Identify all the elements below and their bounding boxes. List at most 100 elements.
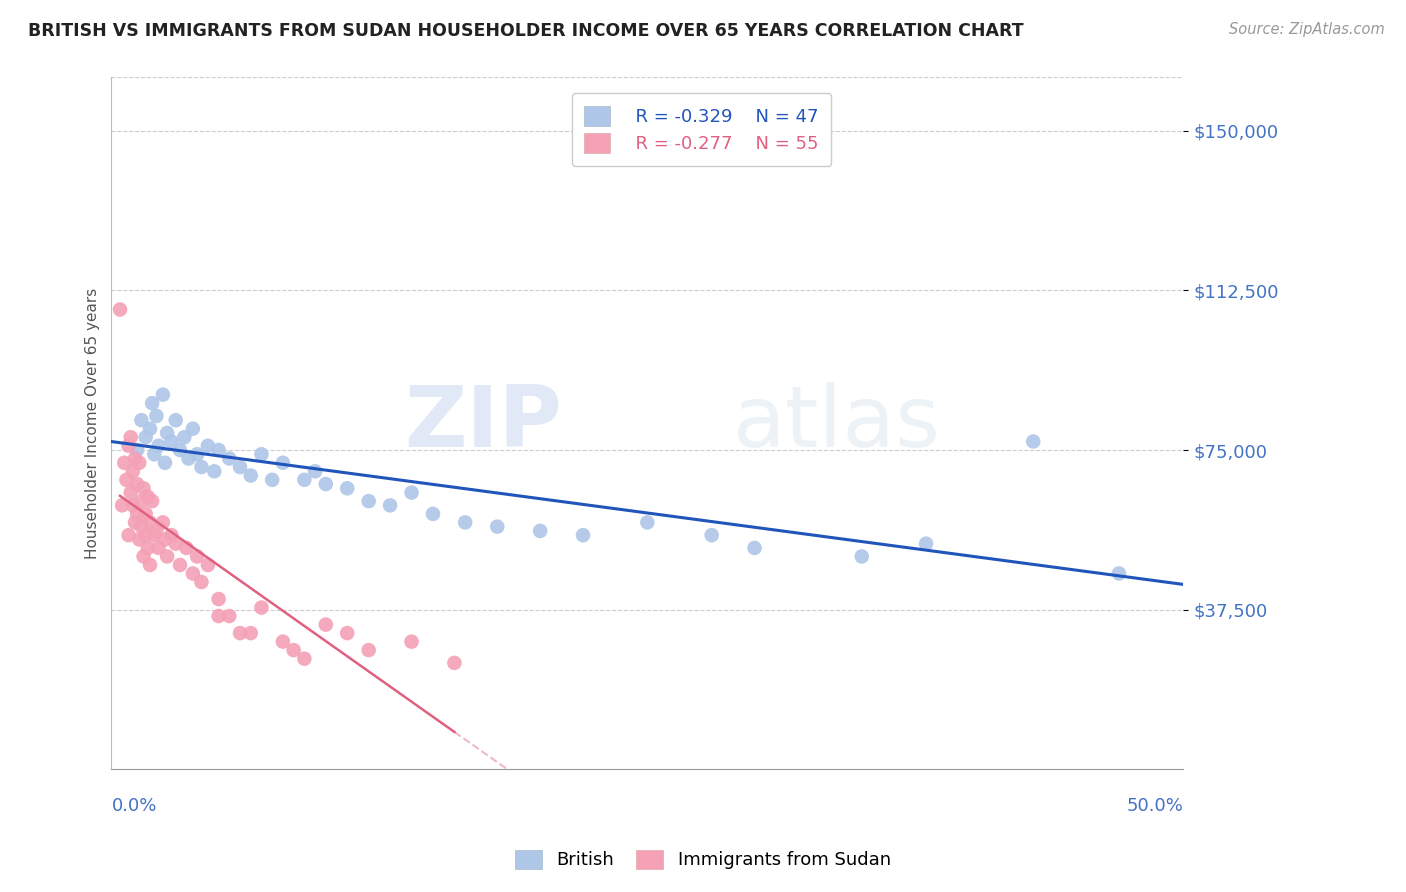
Point — [139, 516, 162, 530]
Text: 0.0%: 0.0% — [111, 797, 157, 815]
Point — [124, 451, 146, 466]
Point — [239, 626, 262, 640]
Point — [127, 477, 149, 491]
Point — [153, 456, 176, 470]
Text: ZIP: ZIP — [404, 382, 561, 465]
Point — [131, 494, 153, 508]
Point — [207, 442, 229, 457]
Point — [152, 516, 174, 530]
Point — [176, 541, 198, 555]
Text: Source: ZipAtlas.com: Source: ZipAtlas.com — [1229, 22, 1385, 37]
Point — [173, 430, 195, 444]
Point — [357, 494, 380, 508]
Legend: British, Immigrants from Sudan: British, Immigrants from Sudan — [506, 841, 900, 879]
Point — [636, 516, 658, 530]
Point — [422, 507, 444, 521]
Point — [111, 499, 134, 513]
Point — [124, 516, 146, 530]
Point — [132, 549, 155, 564]
Text: BRITISH VS IMMIGRANTS FROM SUDAN HOUSEHOLDER INCOME OVER 65 YEARS CORRELATION CH: BRITISH VS IMMIGRANTS FROM SUDAN HOUSEHO… — [28, 22, 1024, 40]
Point — [181, 566, 204, 581]
Point — [131, 413, 153, 427]
Y-axis label: Householder Income Over 65 years: Householder Income Over 65 years — [86, 288, 100, 559]
Point — [135, 528, 157, 542]
Point — [218, 451, 240, 466]
Point — [292, 473, 315, 487]
Point — [135, 507, 157, 521]
Point — [851, 549, 873, 564]
Point — [315, 477, 337, 491]
Point — [139, 422, 162, 436]
Point — [239, 468, 262, 483]
Point — [207, 592, 229, 607]
Point — [117, 528, 139, 542]
Legend:   R = -0.329    N = 47,   R = -0.277    N = 55: R = -0.329 N = 47, R = -0.277 N = 55 — [572, 94, 831, 166]
Point — [160, 528, 183, 542]
Point — [135, 430, 157, 444]
Point — [292, 651, 315, 665]
Point — [145, 524, 167, 538]
Point — [443, 656, 465, 670]
Point — [132, 481, 155, 495]
Point — [177, 451, 200, 466]
Point — [136, 490, 159, 504]
Point — [139, 558, 162, 572]
Point — [143, 447, 166, 461]
Point — [378, 499, 401, 513]
Point — [165, 537, 187, 551]
Point — [141, 396, 163, 410]
Point — [197, 558, 219, 572]
Point — [127, 442, 149, 457]
Point — [207, 609, 229, 624]
Point — [304, 464, 326, 478]
Point — [744, 541, 766, 555]
Point — [336, 481, 359, 495]
Point — [401, 634, 423, 648]
Point — [271, 456, 294, 470]
Point — [572, 528, 595, 542]
Point — [143, 528, 166, 542]
Point — [271, 634, 294, 648]
Point — [127, 507, 149, 521]
Point — [156, 425, 179, 440]
Point — [229, 460, 252, 475]
Point — [141, 494, 163, 508]
Point — [401, 485, 423, 500]
Point — [145, 409, 167, 423]
Point — [229, 626, 252, 640]
Point — [529, 524, 551, 538]
Point — [186, 549, 208, 564]
Point — [165, 413, 187, 427]
Point — [197, 439, 219, 453]
Point — [120, 485, 142, 500]
Point — [121, 464, 143, 478]
Point — [336, 626, 359, 640]
Point — [148, 541, 170, 555]
Point — [169, 558, 191, 572]
Point — [486, 519, 509, 533]
Point — [169, 442, 191, 457]
Point — [190, 574, 212, 589]
Point — [131, 519, 153, 533]
Point — [1108, 566, 1130, 581]
Point — [120, 430, 142, 444]
Point — [202, 464, 225, 478]
Point — [152, 387, 174, 401]
Point — [454, 516, 477, 530]
Point — [108, 302, 131, 317]
Point — [218, 609, 240, 624]
Point — [148, 439, 170, 453]
Point — [160, 434, 183, 449]
Point — [128, 456, 150, 470]
Point — [112, 456, 135, 470]
Point — [121, 499, 143, 513]
Point — [1022, 434, 1045, 449]
Point — [117, 439, 139, 453]
Point — [186, 447, 208, 461]
Point — [181, 422, 204, 436]
Text: atlas: atlas — [733, 382, 941, 465]
Point — [156, 549, 179, 564]
Point — [915, 537, 938, 551]
Point — [250, 447, 273, 461]
Point — [250, 600, 273, 615]
